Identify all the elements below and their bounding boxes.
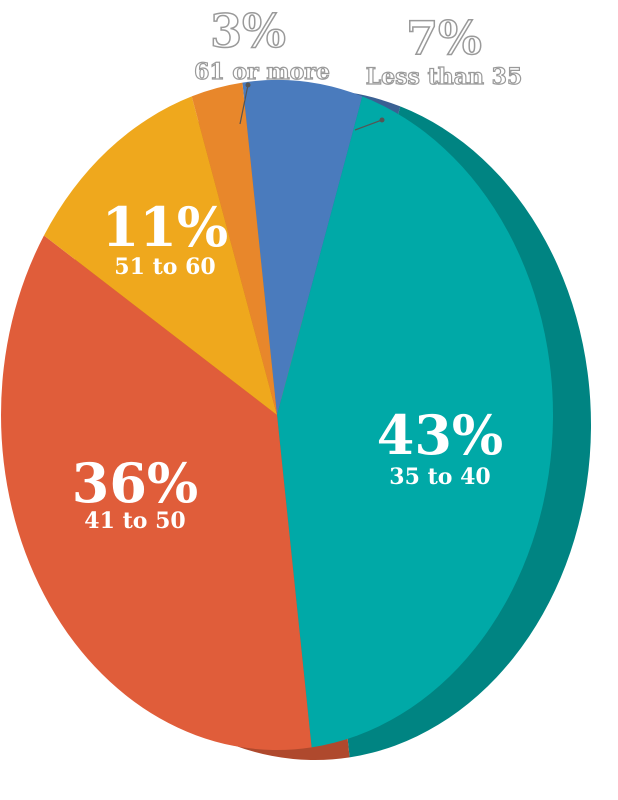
value-label: 36% [72,451,198,515]
category-label: 61 or more [194,59,330,85]
leader-dot [379,117,385,123]
category-label: 35 to 40 [389,464,490,490]
value-label: 7% [406,11,482,65]
slice [43,96,278,416]
slice [1,235,312,750]
category-label: 51 to 60 [114,254,215,280]
slice [191,82,277,416]
value-label: 11% [102,195,228,259]
category-label: 41 to 50 [84,508,185,534]
leader-line [239,84,249,125]
leader-line [354,119,383,131]
value-label: 43% [377,403,503,467]
value-label: 3% [210,4,286,58]
slice [277,96,553,748]
leader-dot [245,82,251,88]
category-label: Less than 35 [366,64,523,90]
slice [242,80,363,416]
